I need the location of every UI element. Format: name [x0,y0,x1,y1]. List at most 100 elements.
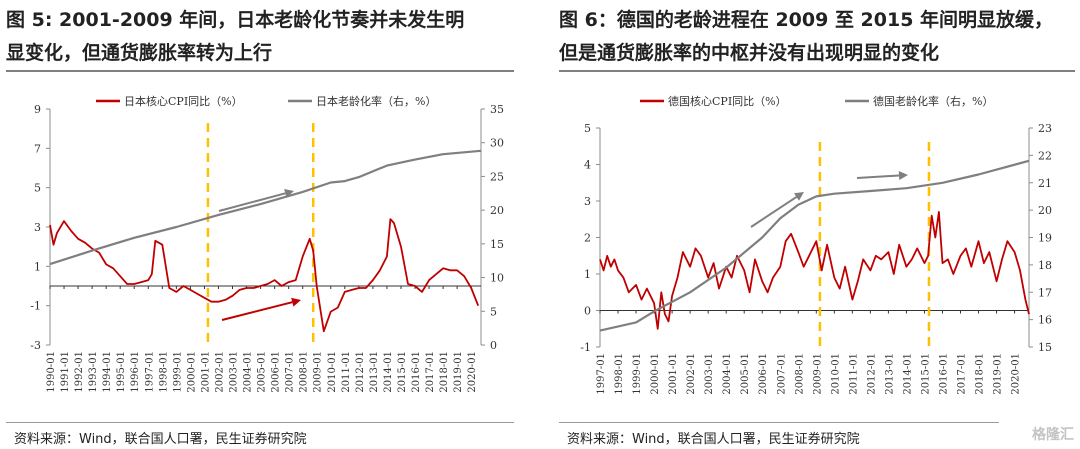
x-axis-tick-label: 1997-01 [144,351,155,393]
x-axis-tick-label: 2012-01 [355,351,366,393]
x-axis-tick-label: 2001-01 [668,353,679,395]
right-axis-tick-label: 19 [1038,232,1052,245]
trend-arrow [218,192,286,212]
chart-title-germany: 图 6：德国的老龄进程在 2009 至 2015 年间明显放缓， 但是通货膨胀率… [559,4,1053,70]
x-axis-tick-label: 2006-01 [271,351,282,393]
left-axis-tick-label: -3 [30,339,41,352]
left-axis-tick-label: 4 [584,159,591,172]
germany-series-line-core-cpi [599,210,1030,330]
x-axis-tick-label: 1990-01 [46,351,57,393]
chart-title-line2: 显变化，但通货膨胀率转为上行 [6,42,273,64]
x-axis-tick-label: 2010-01 [830,353,841,395]
x-axis-tick-label: 1999-01 [632,353,643,395]
footer-rule [559,422,999,423]
x-axis-tick-label: 2009-01 [313,351,324,393]
chart-panel-germany: 图 6：德国的老龄进程在 2009 至 2015 年间明显放缓， 但是通货膨胀率… [553,0,1080,449]
right-axis-tick-label: 20 [490,204,504,217]
left-axis-tick-label: 3 [584,195,591,208]
x-axis-tick-label: 2016-01 [411,351,422,393]
left-axis-tick-label: -1 [30,300,41,313]
x-axis-tick-label: 2020-01 [467,351,478,393]
x-axis-tick-label: 2014-01 [902,353,913,395]
x-axis-tick-label: 2010-01 [327,351,338,393]
left-axis-tick-label: 2 [584,232,591,245]
legend-label: 德国老龄化率（右，%） [873,94,993,108]
x-axis-tick-label: 2001-01 [200,351,211,393]
right-axis-tick-label: 5 [490,305,497,318]
x-axis-tick-label: 2013-01 [369,351,380,393]
x-axis-tick-label: 2013-01 [884,353,895,395]
right-axis-tick-label: 30 [490,137,504,150]
x-axis-tick-label: 1994-01 [102,351,113,393]
left-axis-tick-label: -1 [580,341,591,354]
x-axis-tick-label: 2015-01 [920,353,931,395]
x-axis-tick-label: 2004-01 [722,353,733,395]
watermark-logo: 格隆汇 [1032,427,1074,443]
right-axis-tick-label: 23 [1038,122,1052,135]
x-axis-tick-label: 2016-01 [938,353,949,395]
right-axis-tick-label: 0 [490,339,497,352]
footer-rule [6,422,514,423]
chart-title-japan: 图 5: 2001-2009 年间，日本老龄化节奏并未发生明 显变化，但通货膨胀… [6,4,464,70]
germany-series-line-aging-rate [599,159,1030,332]
right-axis-tick-label: 20 [1038,204,1052,217]
x-axis-tick-label: 2005-01 [257,351,268,393]
x-axis-tick-label: 2000-01 [186,351,197,393]
x-axis-tick-label: 2003-01 [704,353,715,395]
x-axis-tick-label: 1998-01 [614,353,625,395]
source-note-japan: 资料来源：Wind，联合国人口署，民生证券研究院 [14,432,307,447]
title-rule [6,70,514,72]
right-axis-tick-label: 22 [1038,149,1052,162]
right-axis-tick-label: 21 [1038,177,1052,190]
x-axis-tick-label: 2004-01 [243,351,254,393]
x-axis-tick-label: 2003-01 [229,351,240,393]
left-axis-tick-label: 5 [34,182,41,195]
trend-arrow [750,196,798,228]
x-axis-tick-label: 2014-01 [383,351,394,393]
japan-series-line-core-cpi [49,218,480,333]
chart-panel-japan: 图 5: 2001-2009 年间，日本老龄化节奏并未发生明 显变化，但通货膨胀… [0,0,520,449]
left-axis-tick-label: 5 [584,122,591,135]
right-axis-tick-label: 16 [1038,314,1052,327]
x-axis-tick-label: 2018-01 [439,351,450,393]
left-axis-tick-label: 1 [584,268,591,281]
trend-arrow-head [794,192,804,201]
x-axis-tick-label: 1991-01 [60,351,71,393]
left-axis-tick-label: 1 [34,260,41,273]
left-axis-tick-label: 3 [34,221,41,234]
x-axis-tick-label: 2000-01 [650,353,661,395]
trend-arrow-head [898,171,908,181]
title-rule [559,70,1075,72]
x-axis-tick-label: 2008-01 [794,353,805,395]
x-axis-tick-label: 2020-01 [1011,353,1022,395]
x-axis-tick-label: 1996-01 [130,351,141,393]
right-axis-tick-label: 18 [1038,259,1052,272]
x-axis-tick-label: 2015-01 [397,351,408,393]
x-axis-tick-label: 2019-01 [993,353,1004,395]
x-axis-tick-label: 1999-01 [172,351,183,393]
japan-series-line-aging-rate [49,149,482,266]
left-axis-tick-label: 0 [584,305,591,318]
right-axis-tick-label: 25 [490,170,504,183]
right-axis-tick-label: 15 [490,238,504,251]
x-axis-tick-label: 2002-01 [214,351,225,393]
x-axis-tick-label: 2005-01 [740,353,751,395]
trend-arrow [856,174,900,179]
chart-title-line2: 但是通货膨胀率的中枢并没有出现明显的变化 [559,42,940,64]
chart-title-line1: 图 5: 2001-2009 年间，日本老龄化节奏并未发生明 [6,9,465,31]
x-axis-tick-label: 2007-01 [285,351,296,393]
left-axis-tick-label: 9 [34,103,41,116]
x-axis-tick-label: 2006-01 [758,353,769,395]
x-axis-tick-label: 2007-01 [776,353,787,395]
right-axis-tick-label: 35 [490,103,504,116]
trend-arrow [221,301,293,321]
x-axis-tick-label: 2019-01 [453,351,464,393]
trend-arrow-head [284,188,294,198]
x-axis-tick-label: 2017-01 [425,351,436,393]
left-axis-tick-label: 7 [34,142,41,155]
legend-label: 日本老龄化率（右，%） [316,94,436,108]
x-axis-tick-label: 1998-01 [158,351,169,393]
legend-label: 德国核心CPI同比（%） [668,94,787,108]
